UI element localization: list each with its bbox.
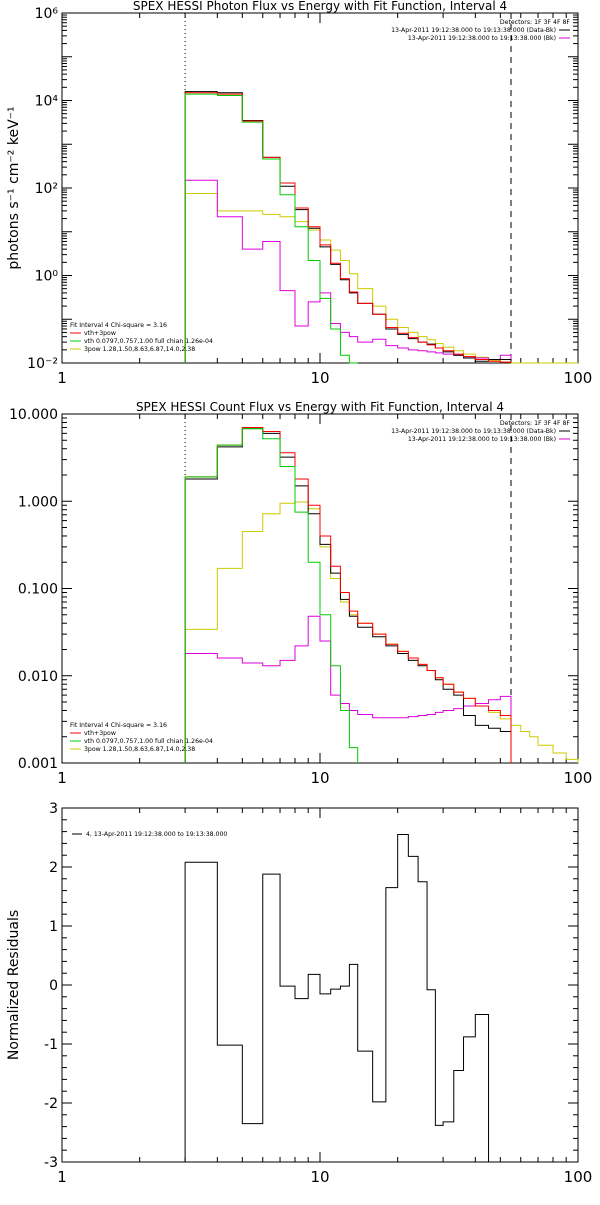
- plot-frame: [61, 12, 579, 364]
- legend-fit-header: Fit Interval 4 Chi-square = 3.16: [70, 322, 167, 329]
- y-tick-label: 10⁰: [35, 269, 59, 285]
- y-tick-label: 2: [49, 860, 58, 876]
- chart-panel-3: 1 10 100 -3 -2 -1 0 1 2 3 Normalized Residuals 4, 1…: [6, 801, 592, 1186]
- histogram-series-3: [184, 93, 358, 364]
- histogram-series-1: [184, 428, 512, 763]
- legend-entry-label: 13-Apr-2011 19:12:38.000 to 19:13:38.000…: [408, 436, 556, 443]
- x-tick-label: 10: [310, 1168, 329, 1186]
- x-tick-label: 100: [564, 1168, 593, 1186]
- chart-title: SPEX HESSI Photon Flux vs Energy with Fi…: [133, 0, 507, 13]
- chart-panel-2: 1 10 100 0.001 0.010 0.100 1.000 10.000 SPEX HES…: [9, 400, 592, 787]
- y-tick-label: -2: [44, 1096, 58, 1112]
- y-tick-label: 0.100: [18, 582, 58, 598]
- histogram-series-1: [184, 91, 512, 363]
- y-tick-label: 10⁴: [35, 94, 59, 110]
- histogram-series-2: [184, 427, 512, 763]
- legend-fit-label: vth+3pow: [84, 330, 116, 337]
- y-tick-label: 0.010: [18, 669, 58, 685]
- y-tick-label: 1: [49, 919, 58, 935]
- y-tick-label: 10⁻²: [27, 356, 58, 372]
- histogram-series-5: [184, 615, 512, 763]
- y-tick-label: -3: [44, 1155, 58, 1171]
- y-axis-label: Normalized Residuals: [6, 910, 22, 1060]
- legend-fit-header: Fit Interval 4 Chi-square = 3.16: [70, 722, 167, 729]
- legend-entry-label: 13-Apr-2011 19:12:38.000 to 19:13:38.000…: [408, 35, 556, 42]
- legend-fit-label: vth+3pow: [84, 730, 116, 737]
- histogram-series-4: [184, 192, 578, 364]
- histogram-series-2: [184, 92, 512, 363]
- x-tick-label: 100: [564, 369, 593, 387]
- y-tick-label: 10.000: [9, 407, 58, 423]
- legend-entry-label: 13-Apr-2011 19:12:38.000 to 19:13:38.000…: [391, 27, 556, 34]
- x-tick-label: 1: [57, 769, 67, 787]
- histogram-series-4: [184, 501, 579, 763]
- legend-fit-label: vth 0.0797,0.757,1.00 full chian 1.26e-0…: [84, 738, 213, 745]
- legend-label: 4, 13-Apr-2011 19:12:38.000 to 19:13:38.…: [86, 831, 227, 838]
- x-tick-label: 100: [564, 769, 593, 787]
- chart-panel-1: 1 10 100 10⁻² 10⁰ 10² 10⁴ 10⁶ SPEX HESSI Photon …: [6, 0, 592, 387]
- y-tick-label: 0.001: [18, 756, 58, 772]
- y-tick-label: 3: [49, 801, 58, 817]
- legend-fit-label: 3pow 1.28,1.50,8.63,6.87,14.0,2.38: [84, 346, 195, 353]
- histogram-series-5: [184, 179, 512, 363]
- legend-entry-label: 13-Apr-2011 19:12:38.000 to 19:13:38.000…: [391, 428, 556, 435]
- x-tick-label: 10: [310, 769, 329, 787]
- x-tick-label: 10: [310, 369, 329, 387]
- chart-title: SPEX HESSI Count Flux vs Energy with Fit…: [136, 400, 504, 414]
- x-tick-label: 1: [57, 369, 67, 387]
- y-tick-label: 10⁶: [35, 6, 59, 22]
- x-tick-label: 1: [57, 1168, 67, 1186]
- y-axis-label: photons s⁻¹ cm⁻² keV⁻¹: [6, 106, 22, 269]
- y-tick-label: -1: [44, 1037, 58, 1053]
- y-tick-label: 10²: [35, 181, 58, 197]
- histogram-series-3: [184, 428, 359, 763]
- y-tick-label: 0: [49, 978, 58, 994]
- y-tick-label: 1.000: [18, 494, 58, 510]
- legend-header: Detectors: 1F 3F 4F 8F: [500, 420, 571, 427]
- legend-header: Detectors: 1F 3F 4F 8F: [500, 19, 571, 26]
- legend-fit-label: vth 0.0797,0.757,1.00 full chian 1.26e-0…: [84, 338, 213, 345]
- residuals-step-line: [184, 834, 490, 1162]
- legend-fit-label: 3pow 1.28,1.50,8.63,6.87,14.0,2.38: [84, 746, 195, 753]
